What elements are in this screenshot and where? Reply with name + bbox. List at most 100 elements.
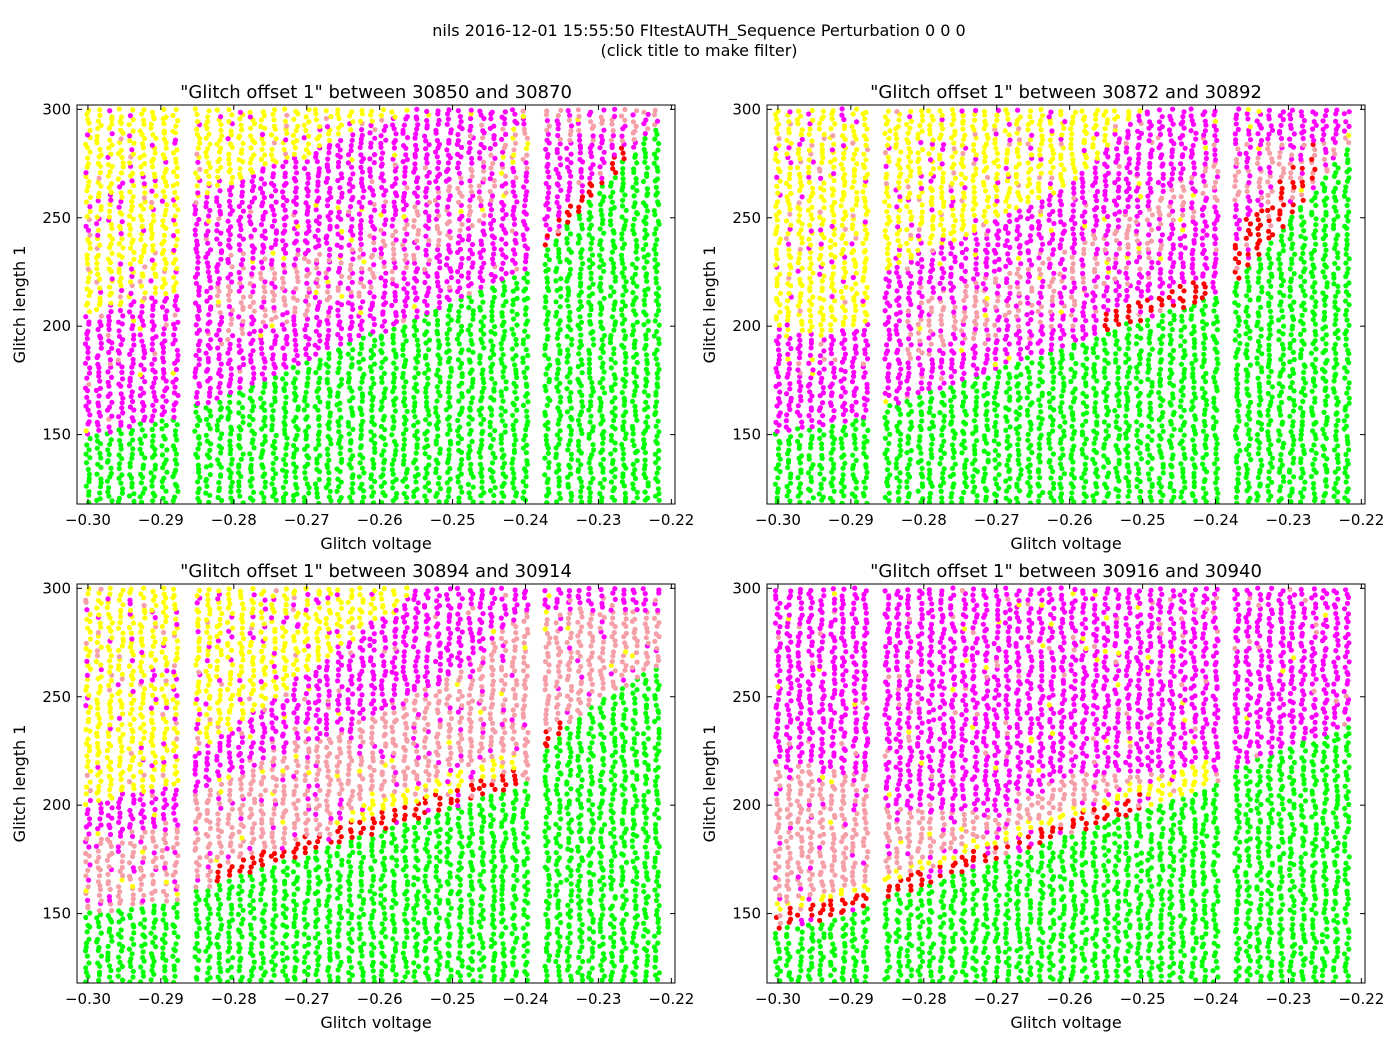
data-point: [860, 361, 867, 367]
data-point: [381, 192, 387, 198]
data-point: [568, 390, 574, 396]
data-point: [173, 280, 179, 286]
data-point: [457, 424, 463, 430]
data-point: [555, 171, 561, 177]
data-point: [378, 251, 385, 257]
data-point: [291, 461, 297, 467]
data-point: [171, 414, 177, 420]
data-point: [446, 414, 452, 420]
data-point: [339, 456, 345, 462]
x-tick-label: −0.22: [648, 511, 694, 529]
data-point: [142, 135, 148, 142]
data-point: [149, 347, 155, 353]
data-point: [359, 391, 365, 397]
data-point: [335, 231, 341, 237]
data-point: [469, 223, 475, 229]
data-point: [444, 279, 450, 285]
data-point: [601, 429, 607, 435]
data-point: [842, 337, 848, 343]
subplot-title[interactable]: "Glitch offset 1" between 30850 and 3087…: [180, 82, 572, 103]
data-point: [480, 323, 486, 329]
data-point: [565, 219, 571, 225]
data-point: [579, 194, 586, 200]
data-point: [522, 375, 529, 381]
data-point: [273, 199, 279, 205]
data-point: [500, 149, 506, 155]
data-point: [227, 380, 233, 386]
data-point: [204, 328, 210, 334]
data-point: [828, 456, 834, 462]
data-point: [248, 209, 254, 215]
data-point: [116, 266, 122, 272]
data-point: [391, 371, 397, 377]
data-point: [591, 447, 597, 453]
data-point: [425, 381, 431, 387]
data-point: [228, 424, 234, 430]
data-point: [139, 303, 145, 309]
data-point: [633, 176, 639, 182]
data-point: [829, 223, 835, 229]
data-point: [370, 352, 377, 358]
data-point: [653, 409, 659, 415]
data-point: [654, 328, 660, 335]
data-point: [172, 202, 178, 208]
data-point: [328, 441, 334, 447]
data-point: [587, 490, 594, 496]
data-point: [557, 327, 563, 333]
data-point: [487, 176, 493, 182]
data-point: [467, 127, 473, 133]
data-point: [403, 202, 409, 208]
data-point: [446, 348, 452, 354]
data-point: [108, 309, 114, 315]
data-point: [303, 200, 309, 206]
data-point: [799, 419, 805, 425]
data-point: [312, 342, 318, 348]
data-point: [401, 490, 407, 497]
data-point: [97, 146, 103, 153]
data-point: [775, 475, 781, 481]
data-point: [347, 337, 353, 343]
data-point: [776, 438, 782, 444]
data-point: [828, 480, 834, 486]
data-point: [607, 340, 614, 346]
data-point: [488, 116, 494, 122]
data-point: [400, 127, 406, 133]
data-point: [436, 159, 442, 165]
data-point: [140, 390, 147, 396]
data-point: [795, 121, 801, 127]
data-point: [130, 170, 136, 176]
data-point: [611, 113, 618, 119]
data-point: [273, 314, 279, 320]
data-point: [520, 113, 527, 120]
data-point: [325, 369, 331, 375]
data-point: [544, 252, 550, 259]
data-point: [159, 304, 166, 310]
data-point: [645, 424, 651, 430]
data-point: [85, 279, 91, 285]
data-point: [456, 314, 462, 320]
data-point: [520, 232, 526, 238]
x-tick-label: −0.27: [284, 511, 330, 529]
data-point: [509, 466, 515, 472]
data-point: [643, 242, 649, 248]
data-point: [557, 141, 563, 147]
data-point: [411, 394, 417, 400]
data-point: [566, 314, 572, 320]
data-point: [118, 199, 124, 205]
data-point: [118, 299, 124, 305]
data-point: [119, 364, 125, 370]
data-point: [597, 145, 603, 151]
data-point: [107, 108, 113, 114]
data-point: [656, 285, 662, 291]
data-point: [95, 160, 101, 166]
data-point: [383, 137, 389, 143]
data-point: [195, 400, 201, 406]
data-point: [141, 195, 147, 201]
data-point: [598, 133, 605, 139]
data-point: [568, 497, 574, 504]
data-point: [131, 256, 137, 262]
data-point: [225, 405, 231, 411]
data-point: [500, 471, 506, 477]
data-point: [315, 237, 321, 243]
data-point: [271, 305, 277, 311]
